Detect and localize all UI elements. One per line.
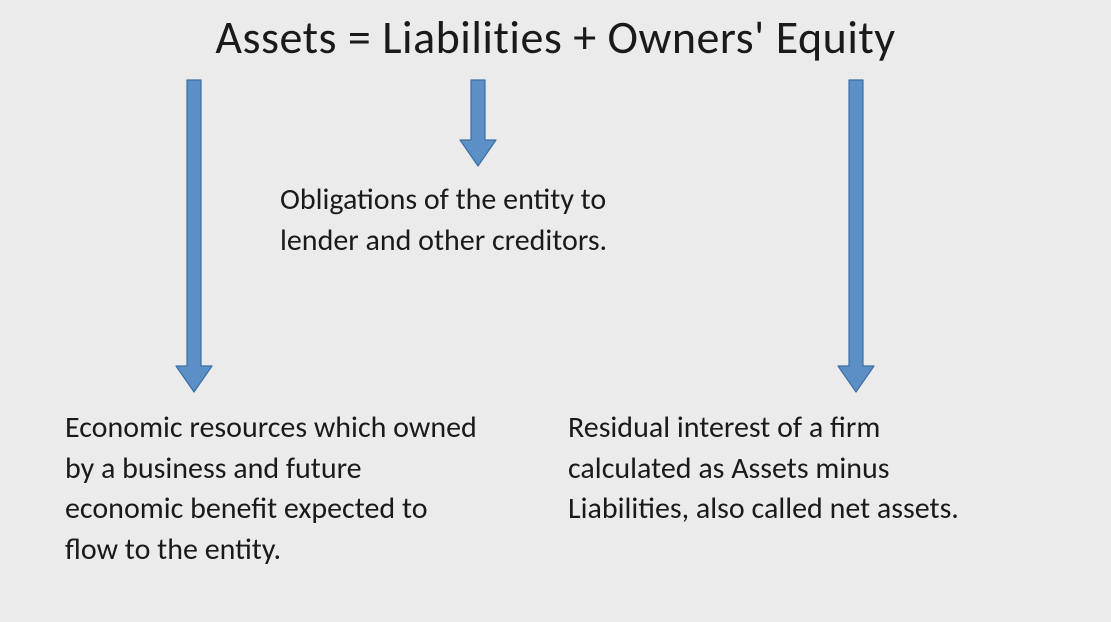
arrow-liabilities <box>458 78 498 168</box>
arrow-assets <box>174 78 214 394</box>
diagram-canvas: Assets = Liabilities + Owners' Equity Ob… <box>0 0 1111 622</box>
equation-title: Assets = Liabilities + Owners' Equity <box>0 10 1111 66</box>
assets-description: Economic resources which owned by a busi… <box>65 408 485 570</box>
liabilities-description: Obligations of the entity to lender and … <box>280 180 660 261</box>
equity-description: Residual interest of a firm calculated a… <box>568 408 998 530</box>
arrow-equity <box>836 78 876 394</box>
